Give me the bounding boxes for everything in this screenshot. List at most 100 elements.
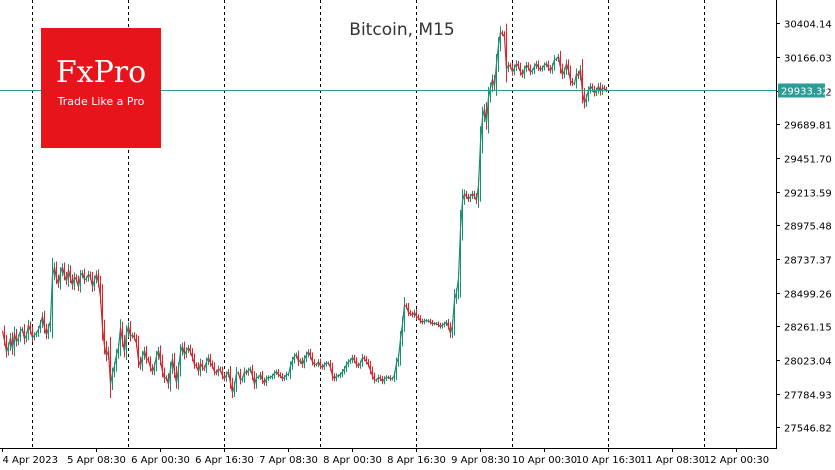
price-segment (523, 64, 528, 70)
x-tick-label: 11 Apr 08:30 (640, 455, 705, 466)
price-segment (369, 370, 374, 377)
price-segment (167, 368, 172, 385)
price-segment (367, 364, 372, 371)
price-segment (5, 346, 10, 353)
price-segment (47, 320, 52, 329)
price-segment (449, 324, 454, 334)
x-tick-label: 8 Apr 00:30 (323, 455, 382, 466)
price-segment (408, 311, 411, 315)
price-segment (175, 368, 180, 384)
price-segment (526, 64, 529, 69)
price-segment (497, 32, 502, 46)
price-segment (457, 228, 462, 279)
price-segment (459, 200, 464, 229)
price-segment (13, 333, 18, 343)
price-segment (34, 333, 37, 336)
price-segment (489, 79, 494, 88)
price-segment (241, 371, 246, 379)
price-segment (599, 87, 604, 93)
y-tick-label: 29689.81 (784, 121, 832, 132)
price-segment (32, 334, 35, 339)
price-segment (464, 193, 467, 197)
price-segment (581, 93, 586, 104)
price-segment (113, 354, 118, 367)
price-segment (511, 67, 516, 73)
price-segment (282, 376, 285, 380)
price-segment (359, 357, 364, 364)
price-segment (453, 292, 458, 300)
price-segment (95, 274, 100, 283)
price-segment (284, 374, 287, 378)
y-tick-label: 27546.82 (784, 424, 832, 435)
price-segment (127, 326, 132, 337)
price-segment (276, 371, 279, 375)
price-segment (500, 32, 503, 35)
price-segment (404, 304, 407, 308)
price-segment (570, 80, 573, 84)
price-segment (557, 56, 562, 68)
price-segment (468, 196, 471, 200)
price-segment (147, 360, 152, 368)
price-segment (263, 378, 268, 384)
price-segment (43, 327, 48, 336)
price-segment (475, 185, 480, 201)
price-segment (445, 321, 450, 327)
price-segment (378, 376, 381, 380)
price-segment (107, 350, 112, 385)
price-segment (15, 337, 20, 343)
price-segment (85, 273, 90, 279)
price-segment (130, 334, 133, 337)
price-segment (538, 67, 541, 70)
price-segment (207, 357, 212, 364)
x-tick-label: 6 Apr 16:30 (195, 455, 254, 466)
plot-frame (0, 0, 777, 449)
price-segment (590, 85, 593, 90)
price-segment (329, 367, 334, 377)
price-segment (551, 59, 556, 67)
price-segment (259, 374, 264, 381)
price-segment (461, 193, 466, 201)
price-segment (81, 272, 86, 280)
current-price-label: 29933.32 (781, 87, 829, 98)
x-tick-label: 10 Apr 00:30 (512, 455, 577, 466)
price-segment (397, 339, 402, 358)
price-segment (508, 64, 511, 67)
price-segment (117, 327, 122, 348)
price-segment (25, 324, 30, 336)
x-tick-label: 4 Apr 2023 (3, 455, 58, 466)
price-segment (405, 306, 410, 313)
price-segment (197, 363, 202, 372)
price-segment (358, 362, 361, 367)
y-tick-label: 29213.59 (784, 189, 832, 200)
y-tick-label: 30404.14 (784, 20, 832, 31)
x-tick-label: 6 Apr 00:30 (131, 455, 190, 466)
price-segment (181, 346, 186, 355)
price-segment (493, 63, 498, 87)
price-segment (440, 324, 443, 327)
price-segment (521, 69, 526, 76)
price-segment (210, 362, 213, 367)
price-segment (53, 266, 58, 279)
price-segment (317, 361, 322, 367)
price-segment (132, 334, 135, 339)
price-segment (223, 374, 228, 380)
price-segment (227, 371, 232, 384)
price-segment (99, 296, 104, 328)
price-segment (278, 374, 281, 377)
price-segment (211, 365, 216, 372)
price-segment (3, 340, 8, 353)
price-segment (57, 272, 62, 285)
price-segment (559, 67, 564, 76)
x-tick-label: 7 Apr 08:30 (259, 455, 318, 466)
price-segment (61, 266, 66, 276)
price-segment (362, 357, 365, 360)
price-segment (509, 66, 514, 73)
price-segment (240, 378, 243, 381)
price-segment (542, 64, 545, 69)
price-segment (540, 67, 543, 70)
y-tick-label: 28499.26 (784, 290, 832, 301)
price-segment (527, 67, 532, 73)
price-segment (191, 357, 196, 365)
price-segment (348, 359, 351, 363)
